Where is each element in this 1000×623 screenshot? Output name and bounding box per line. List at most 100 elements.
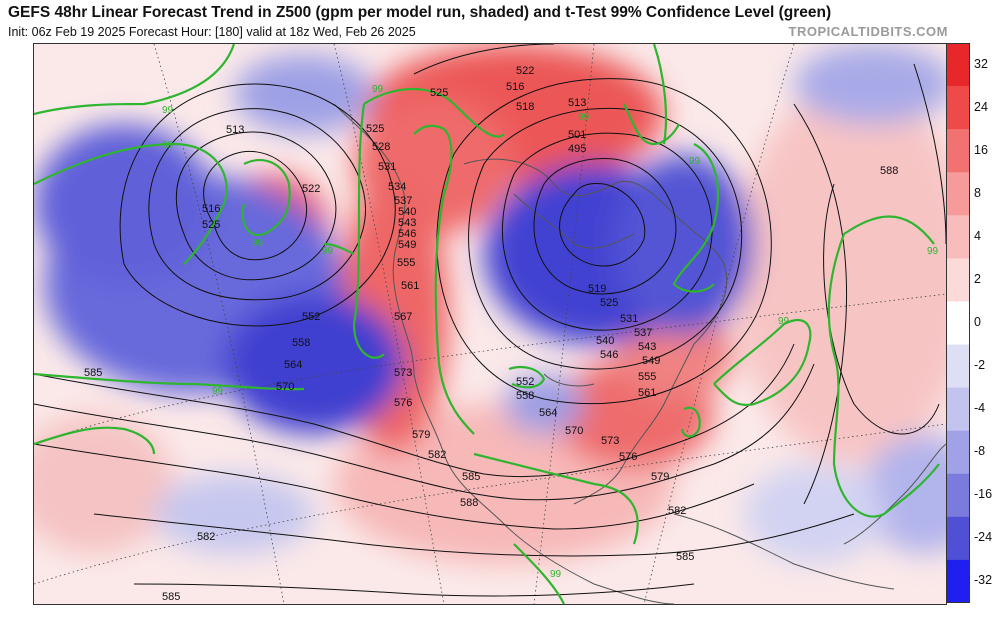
colorbar-swatch bbox=[946, 129, 970, 173]
colorbar-swatch bbox=[946, 215, 970, 259]
contour-label: 534 bbox=[388, 181, 406, 193]
colorbar-tick-label: -16 bbox=[974, 487, 993, 502]
contour-label: 540 bbox=[398, 206, 416, 218]
colorbar-swatch bbox=[946, 344, 970, 389]
contour-label: 513 bbox=[226, 124, 244, 136]
significance-label: 99 bbox=[578, 112, 590, 123]
significance-label: 99 bbox=[212, 386, 224, 397]
map-subtitle: Init: 06z Feb 19 2025 Forecast Hour: [18… bbox=[8, 25, 416, 39]
map-title: GEFS 48hr Linear Forecast Trend in Z500 … bbox=[8, 4, 832, 21]
colorbar-tick-label: -8 bbox=[974, 444, 986, 459]
contour-label: 531 bbox=[378, 161, 396, 173]
contour-label: 531 bbox=[620, 313, 638, 325]
contour-label: 561 bbox=[401, 280, 419, 292]
contour-label: 549 bbox=[642, 355, 660, 367]
colorbar-border bbox=[946, 43, 970, 603]
source-watermark: TROPICALTIDBITS.COM bbox=[788, 24, 948, 39]
colorbar-swatch bbox=[946, 258, 970, 302]
contour-label: 552 bbox=[516, 376, 534, 388]
contour-label: 573 bbox=[394, 367, 412, 379]
contour-label: 558 bbox=[516, 390, 534, 402]
contour-label: 525 bbox=[202, 219, 220, 231]
contour-label: 549 bbox=[398, 239, 416, 251]
trend-shading bbox=[34, 44, 946, 564]
contour-label: 585 bbox=[676, 551, 694, 563]
colorbar-swatch bbox=[946, 301, 970, 346]
significance-label: 99 bbox=[550, 569, 562, 580]
contour-label: 543 bbox=[398, 217, 416, 229]
contour-label: 525 bbox=[600, 297, 618, 309]
contour-label: 558 bbox=[292, 337, 310, 349]
contour-label: 525 bbox=[366, 123, 384, 135]
contour-label: 516 bbox=[202, 203, 220, 215]
forecast-map: 513 522 516 525 552 558 564 570 585 582 … bbox=[33, 43, 947, 605]
contour-label: 522 bbox=[302, 183, 320, 195]
contour-label: 582 bbox=[197, 531, 215, 543]
colorbar-tick-label: 16 bbox=[974, 142, 988, 157]
colorbar bbox=[946, 43, 970, 603]
contour-label: 552 bbox=[302, 311, 320, 323]
significance-label: 99 bbox=[927, 246, 939, 257]
contour-label: 573 bbox=[601, 435, 619, 447]
colorbar-tick-label: 0 bbox=[974, 315, 981, 329]
contour-label: 501 bbox=[568, 129, 586, 141]
colorbar-swatch bbox=[946, 516, 970, 561]
contour-label: 576 bbox=[394, 397, 412, 409]
height-contours bbox=[34, 44, 946, 597]
coastlines bbox=[333, 103, 946, 604]
contour-label: 567 bbox=[394, 311, 412, 323]
contour-label: 588 bbox=[460, 497, 478, 509]
colorbar-tick-label: 8 bbox=[974, 185, 981, 200]
contour-label: 579 bbox=[651, 471, 669, 483]
colorbar-tick-label: -32 bbox=[974, 573, 993, 588]
significance-label: 99 bbox=[162, 140, 174, 151]
contour-label: 495 bbox=[568, 143, 586, 155]
colorbar-tick-label: 32 bbox=[974, 56, 988, 71]
colorbar-tick-label: 4 bbox=[974, 228, 981, 243]
colorbar-swatch bbox=[946, 387, 970, 432]
contour-label: 570 bbox=[565, 425, 583, 437]
significance-label: 99 bbox=[778, 316, 790, 327]
contour-label: 564 bbox=[539, 407, 557, 419]
contour-label: 576 bbox=[619, 451, 637, 463]
colorbar-swatch bbox=[946, 172, 970, 216]
colorbar-swatch bbox=[946, 473, 970, 518]
contour-label: 585 bbox=[162, 591, 180, 603]
contour-label: 522 bbox=[516, 65, 534, 77]
contour-label: 518 bbox=[516, 101, 534, 113]
significance-label: 99 bbox=[252, 238, 264, 249]
contour-label: 564 bbox=[284, 359, 302, 371]
significance-label-group: 99 99 99 99 99 99 99 99 99 99 99 bbox=[162, 84, 939, 580]
colorbar-swatch bbox=[946, 86, 970, 130]
contour-label: 543 bbox=[638, 341, 656, 353]
contour-label: 582 bbox=[428, 449, 446, 461]
contour-label: 537 bbox=[634, 327, 652, 339]
colorbar-tick-label: 2 bbox=[974, 271, 981, 286]
contour-label: 519 bbox=[588, 283, 606, 295]
colorbar-swatch bbox=[946, 430, 970, 475]
contour-label: 588 bbox=[880, 165, 898, 177]
contour-label: 528 bbox=[372, 141, 390, 153]
contour-label: 582 bbox=[668, 505, 686, 517]
significance-contours bbox=[34, 44, 940, 604]
contour-label: 579 bbox=[412, 429, 430, 441]
colorbar-tick-label: -2 bbox=[974, 358, 986, 373]
contour-label: 513 bbox=[568, 97, 586, 109]
contour-label: 585 bbox=[462, 471, 480, 483]
colorbar-swatch bbox=[946, 559, 970, 603]
contour-label: 555 bbox=[397, 257, 415, 269]
significance-label: 99 bbox=[372, 84, 384, 95]
contour-label: 540 bbox=[596, 335, 614, 347]
colorbar-swatch bbox=[946, 43, 970, 87]
contour-label: 516 bbox=[506, 81, 524, 93]
contour-label: 570 bbox=[276, 381, 294, 393]
significance-label: 99 bbox=[322, 246, 334, 257]
significance-label: 99 bbox=[689, 156, 701, 167]
contour-label: 561 bbox=[638, 387, 656, 399]
contour-label: 585 bbox=[84, 367, 102, 379]
map-canvas: 513 522 516 525 552 558 564 570 585 582 … bbox=[34, 44, 946, 604]
contour-label: 546 bbox=[600, 349, 618, 361]
significance-label: 99 bbox=[162, 105, 174, 116]
contour-label: 537 bbox=[394, 195, 412, 207]
colorbar-tick-label: -24 bbox=[974, 530, 993, 545]
